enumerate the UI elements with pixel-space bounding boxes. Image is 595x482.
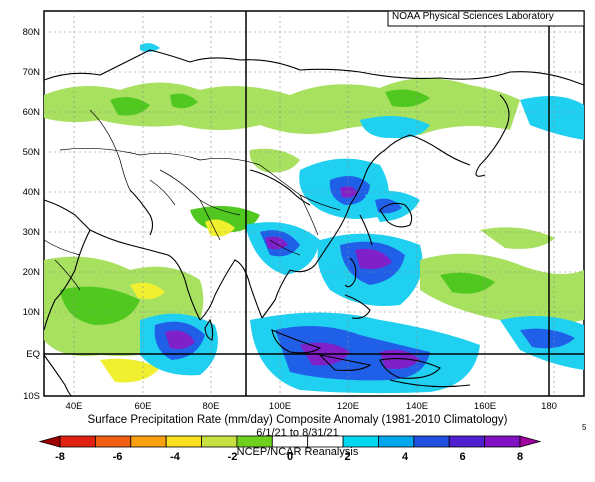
country-borders [43, 109, 341, 291]
cyan-north-asia [360, 116, 430, 139]
lat-label: 70N [23, 67, 41, 78]
lon-label: 40E [66, 401, 83, 412]
credit-box [387, 10, 585, 27]
colorbar-tick-label: 0 [287, 451, 293, 463]
lat-label: 30N [23, 227, 41, 238]
colorbar-tick-label: 4 [402, 451, 409, 463]
cyan-arctic [140, 43, 160, 53]
data-source: NCEP/NCAR Reanalysis [236, 446, 359, 458]
colorbar-tick-label: -4 [170, 451, 181, 463]
green-arabian-dark [60, 286, 140, 325]
colorbar-tick-label: -8 [55, 451, 65, 463]
coastlines [43, 49, 585, 397]
yellow-india [205, 219, 235, 237]
edge-mark: 5 [582, 423, 587, 432]
grid [44, 11, 584, 396]
blue-east-pacific [520, 328, 575, 349]
longitude-labels: 40E 60E 80E 100E 120E 140E 160E 180 [66, 401, 557, 412]
colorbar-tick-label: -6 [113, 451, 123, 463]
purple-indian-ocean [165, 330, 195, 350]
date-range: 6/1/21 to 8/31/21 [256, 427, 339, 439]
colorbar: -8 -6 -4 -2 0 2 4 6 8 [38, 435, 542, 463]
lat-label: 80N [23, 27, 41, 38]
lon-label: 120E [337, 401, 359, 412]
green-pacific-dark [440, 272, 495, 294]
reference-lines [44, 11, 584, 396]
lon-label: 60E [135, 401, 152, 412]
green-east-pacific [480, 227, 555, 249]
lon-label: 80E [203, 401, 220, 412]
green-spot-3 [170, 93, 198, 109]
lat-label: 10S [23, 391, 40, 402]
lat-label: 40N [23, 187, 41, 198]
cyan-northeast [520, 96, 584, 140]
yellow-equator [100, 358, 160, 383]
lon-label: 160E [474, 401, 496, 412]
lat-label: EQ [26, 349, 40, 360]
colorbar-tick-label: -2 [228, 451, 238, 463]
anomaly-field [44, 43, 584, 394]
lat-label: 60N [23, 107, 41, 118]
purple-phil-sea [355, 248, 392, 270]
latitude-labels: 80N 70N 60N 50N 40N 30N 20N 10N EQ 10S [23, 27, 41, 402]
purple-burma [265, 236, 288, 250]
colorbar-max-arrow [519, 435, 542, 448]
lat-label: 20N [23, 267, 41, 278]
lon-label: 100E [269, 401, 291, 412]
lat-label: 10N [23, 307, 41, 318]
lon-label: 180 [541, 401, 557, 412]
blue-japan [375, 198, 402, 214]
colorbar-tick-label: 6 [459, 451, 465, 463]
lon-label: 140E [406, 401, 428, 412]
colorbar-tick-label: 8 [517, 451, 523, 463]
green-spot-1 [110, 96, 150, 116]
chart-title: Surface Precipitation Rate (mm/day) Comp… [87, 414, 508, 426]
lat-label: 50N [23, 147, 41, 158]
yellow-arabian [130, 282, 165, 300]
green-spot-2 [385, 89, 430, 107]
credit-label: NOAA Physical Sciences Laboratory [392, 11, 554, 22]
green-pacific [420, 253, 584, 325]
colorbar-tick-label: 2 [344, 451, 350, 463]
